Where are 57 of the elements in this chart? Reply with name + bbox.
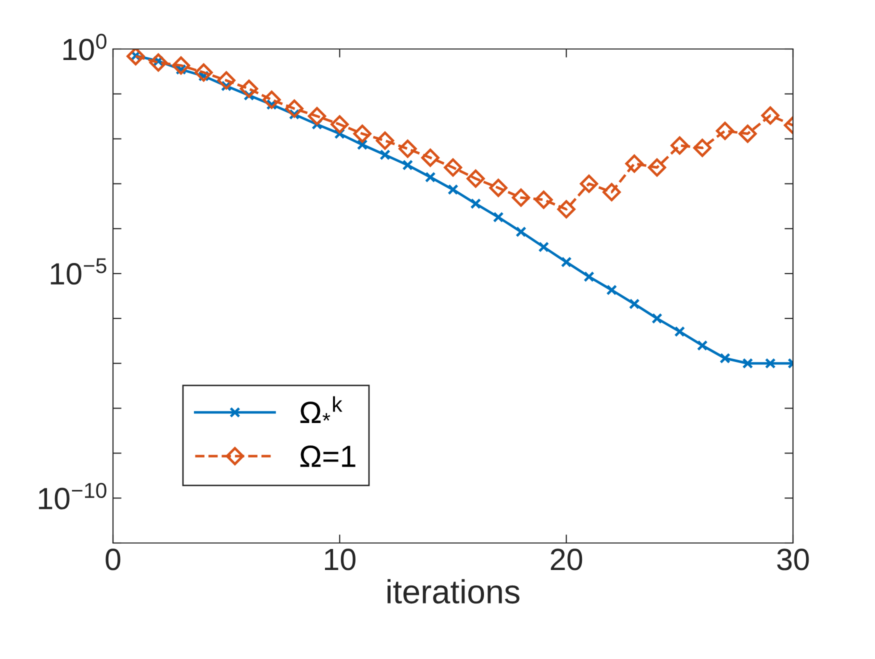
point <box>648 158 666 177</box>
point <box>489 178 508 197</box>
point <box>285 100 304 118</box>
legend-label: Ω$_{*}$$^{k}$ <box>300 396 342 423</box>
y-tick-label: 10$^{−10}$ <box>38 482 106 510</box>
point <box>742 358 754 369</box>
x-tick-label: 30 <box>777 548 809 570</box>
point <box>652 313 662 324</box>
point <box>466 170 485 188</box>
x-tick-label: 20 <box>550 548 582 570</box>
point <box>560 256 572 268</box>
point <box>674 326 686 338</box>
point <box>126 49 145 66</box>
point <box>693 138 712 157</box>
point <box>534 190 553 209</box>
x-tick-label: 10 <box>325 548 356 570</box>
point <box>696 340 708 351</box>
point <box>444 158 462 177</box>
y-tick-label: 10$^{−5}$ <box>50 258 106 285</box>
point <box>580 174 598 193</box>
point <box>738 124 757 143</box>
x-tick-label: 0 <box>106 548 120 570</box>
point <box>625 154 644 173</box>
point <box>606 284 618 296</box>
point <box>149 53 168 72</box>
point <box>398 140 417 158</box>
point <box>602 183 621 202</box>
point <box>557 200 576 218</box>
point <box>492 212 504 223</box>
point <box>308 107 326 126</box>
point <box>516 226 526 238</box>
point <box>353 124 372 143</box>
point <box>194 63 213 82</box>
y-tick-label: 10$^{0}$ <box>63 34 106 60</box>
point <box>424 172 436 183</box>
x-axis-title: iterations <box>388 579 520 604</box>
point <box>670 136 689 155</box>
point <box>380 149 390 160</box>
point <box>720 352 730 364</box>
point <box>628 298 640 310</box>
point <box>376 132 394 150</box>
point <box>217 71 236 90</box>
point <box>512 188 530 207</box>
point <box>262 90 281 109</box>
point <box>761 106 780 125</box>
legend-label: Ω=1 <box>300 446 356 467</box>
point <box>172 56 190 75</box>
point <box>716 122 734 140</box>
point <box>538 242 550 252</box>
point <box>402 160 414 171</box>
point <box>764 358 776 369</box>
point <box>330 115 349 134</box>
point <box>421 148 440 167</box>
point <box>470 198 482 210</box>
point <box>240 80 258 98</box>
point <box>448 184 458 196</box>
point <box>584 271 594 282</box>
